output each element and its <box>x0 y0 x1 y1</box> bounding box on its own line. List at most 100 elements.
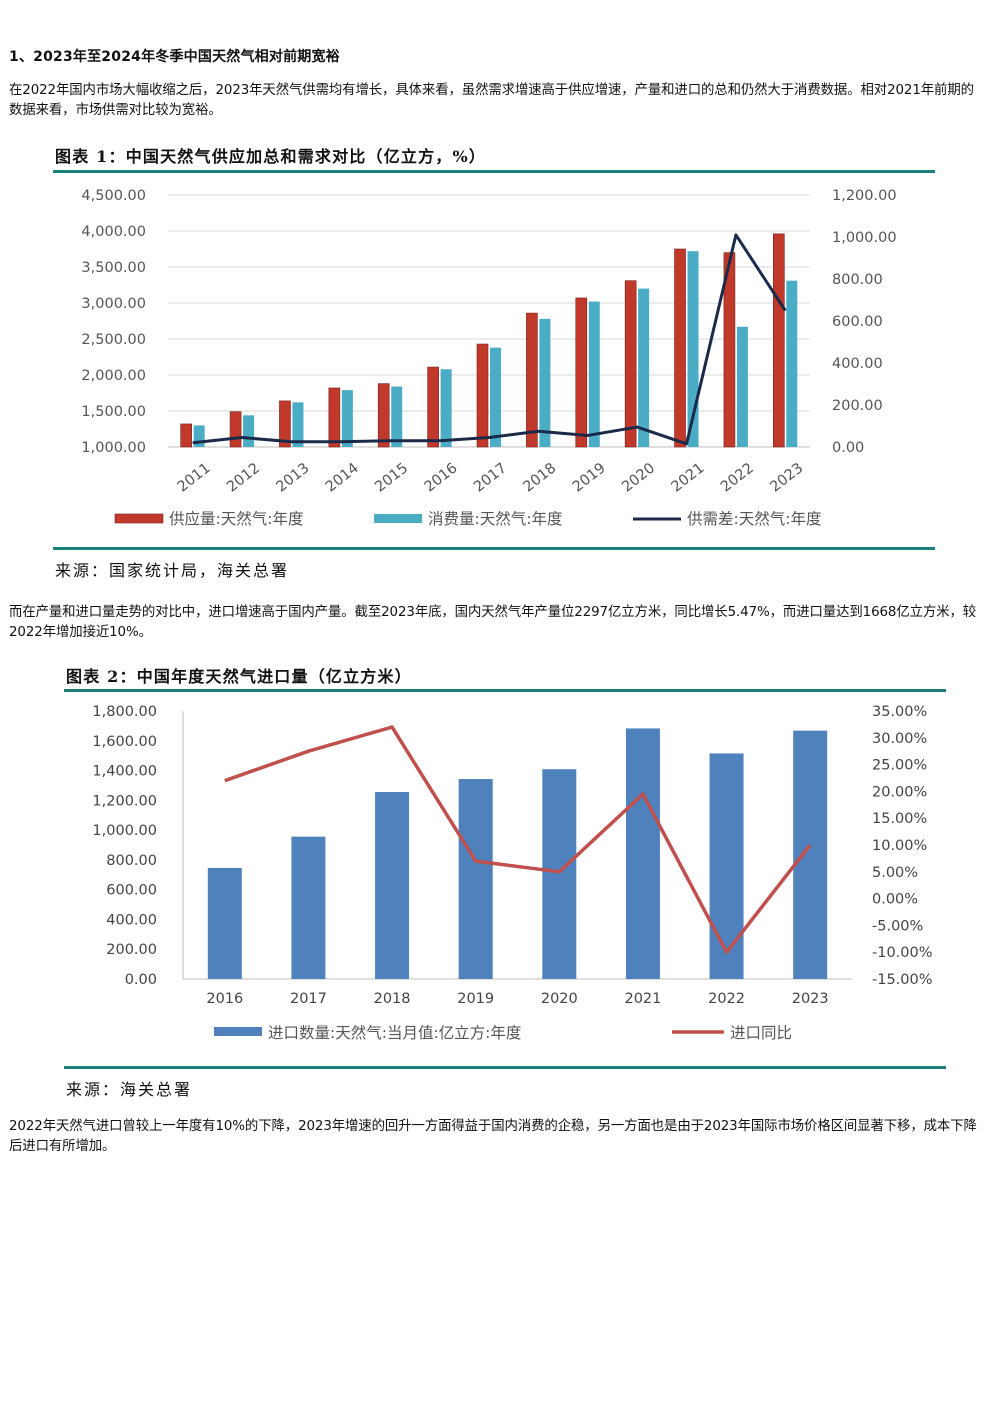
paragraph-supply-demand: 在2022年国内市场大幅收缩之后，2023年天然气供需均有增长，具体来看，虽然需… <box>9 83 974 118</box>
chart1-y2-tick-label: 800.00 <box>832 272 883 288</box>
chart2-bar-imports <box>291 836 326 979</box>
chart1-bar-supply <box>279 400 291 448</box>
chart2-y2-tick-label: 35.00% <box>872 704 927 720</box>
chart2-y-tick-label: 400.00 <box>106 912 157 928</box>
chart2-bar-imports <box>375 791 410 979</box>
chart2-y-tick-label: 600.00 <box>106 883 157 899</box>
chart1-bar-consumption <box>243 415 255 447</box>
chart1-line-gap <box>192 233 787 446</box>
chart1-bar-consumption <box>341 390 353 447</box>
chart2-bar-imports <box>625 728 660 979</box>
chart2-y-tick-label: 1,400.00 <box>92 764 157 780</box>
paragraph-imports: 而在产量和进口量走势的对比中，进口增速高于国内产量。截至2023年底，国内天然气… <box>9 605 977 640</box>
chart2-y-tick-label: 800.00 <box>106 853 157 869</box>
figure1-title: 图表 1：中国天然气供应加总和需求对比（亿立方，%） <box>55 147 487 166</box>
figure1-source: 来源：国家统计局，海关总署 <box>55 561 290 580</box>
chart2-imports: 0.00 200.00 400.00 600.00 800.00 1,000.00 1,20… <box>92 704 933 1042</box>
chart1-bar-consumption <box>786 280 798 447</box>
chart1-y2-tick-label: 400.00 <box>832 356 883 372</box>
chart2-y2-tick-label: 30.00% <box>872 731 927 747</box>
chart1-y2-tick-label: 600.00 <box>832 314 883 330</box>
chart2-y-tick-label: 0.00 <box>125 972 157 988</box>
chart2-y-tick-label: 200.00 <box>106 942 157 958</box>
chart1-y-tick-label: 2,500.00 <box>81 332 146 348</box>
chart1-bar-supply <box>723 252 736 448</box>
figure1-bottom-rule <box>53 547 935 550</box>
chart2-bar-imports <box>793 730 828 979</box>
chart1-x-tick-label: 2019 <box>570 460 609 495</box>
chart2-y2-tick-label: 10.00% <box>872 838 927 854</box>
chart1-x-tick-label: 2018 <box>520 460 559 495</box>
chart1-bar-supply <box>427 366 439 448</box>
chart2-x-tick-label: 2018 <box>374 991 411 1007</box>
chart1-x-tick-label: 2022 <box>718 460 757 495</box>
chart1-legend-label-gap: 供需差:天然气:年度 <box>687 510 821 528</box>
chart2-y2-tick-label: 15.00% <box>872 811 927 827</box>
chart1-x-tick-label: 2015 <box>372 460 411 495</box>
chart2-x-tick-label: 2023 <box>792 991 829 1007</box>
chart1-x-tick-label: 2021 <box>669 460 708 495</box>
chart1-bar-consumption <box>292 402 304 447</box>
chart2-x-tick-label: 2020 <box>541 991 578 1007</box>
chart1-y-tick-label: 3,000.00 <box>81 296 146 312</box>
chart1-legend-label-consumption: 消费量:天然气:年度 <box>428 510 562 528</box>
chart2-y-tick-label: 1,200.00 <box>92 793 157 809</box>
chart1-x-tick-label: 2020 <box>619 460 658 495</box>
chart1-bar-supply <box>773 233 785 448</box>
chart1-bar-consumption <box>391 386 403 447</box>
chart1-y-tick-label: 2,000.00 <box>81 368 146 384</box>
chart1-bar-consumption <box>440 369 452 447</box>
chart1-bar-supply <box>180 423 192 448</box>
chart1-bar-consumption <box>193 425 205 447</box>
figure2-top-rule <box>64 689 946 692</box>
chart1-bar-supply <box>377 383 390 448</box>
chart2-y2-tick-label: -15.00% <box>872 972 933 988</box>
figure2-source: 来源：海关总署 <box>66 1080 193 1099</box>
chart1-bar-supply <box>674 248 686 448</box>
chart1-bar-supply <box>624 280 637 448</box>
chart1-bar-consumption <box>687 251 699 447</box>
chart1-legend-label-supply: 供应量:天然气:年度 <box>169 509 303 528</box>
chart2-bar-imports <box>458 779 493 979</box>
chart2-y2-tick-label: 5.00% <box>872 865 918 881</box>
chart2-y-tick-label: 1,800.00 <box>92 704 157 720</box>
chart2-x-tick-label: 2022 <box>708 991 745 1007</box>
chart2-bar-imports <box>709 753 744 979</box>
chart1-x-tick-label: 2011 <box>175 460 214 495</box>
chart1-x-tick-label: 2013 <box>274 460 313 495</box>
section-heading: 1、2023年至2024年冬季中国天然气相对前期宽裕 <box>9 49 340 65</box>
chart1-y-tick-label: 3,500.00 <box>81 260 146 276</box>
chart1-legend-swatch-consumption <box>374 514 422 523</box>
figure1-top-rule <box>53 170 935 173</box>
chart1-y2-tick-label: 0.00 <box>832 440 864 456</box>
chart1-y2-tick-label: 1,200.00 <box>832 188 897 204</box>
chart1-y2-tick-label: 1,000.00 <box>832 230 897 246</box>
chart1-y-tick-label: 1,000.00 <box>81 440 146 456</box>
chart2-y2-tick-label: 20.00% <box>872 784 927 800</box>
paragraph-import-outlook: 2022年天然气进口曾较上一年度有10%的下降，2023年增速的回升一方面得益于… <box>9 1119 977 1154</box>
chart2-x-tick-label: 2021 <box>624 991 661 1007</box>
chart1-y-tick-label: 4,500.00 <box>81 188 146 204</box>
chart1-x-tick-label: 2016 <box>422 460 461 495</box>
chart1-y-tick-label: 4,000.00 <box>81 224 146 240</box>
chart1-bar-consumption <box>539 318 551 447</box>
chart2-legend-label-yoy: 进口同比 <box>730 1024 792 1042</box>
chart1-x-tick-label: 2017 <box>471 460 510 495</box>
chart2-x-tick-label: 2017 <box>290 991 327 1007</box>
chart2-bar-imports <box>207 867 242 979</box>
chart1-x-tick-label: 2023 <box>767 460 806 495</box>
chart2-y-tick-label: 1,600.00 <box>92 734 157 750</box>
chart1-bar-supply <box>328 387 341 448</box>
chart1-legend-swatch-supply <box>114 513 164 524</box>
chart1-bar-consumption <box>490 347 501 447</box>
chart1-bar-supply <box>229 411 242 448</box>
chart2-bar-imports <box>542 769 577 979</box>
chart2-legend-label-imports: 进口数量:天然气:当月值:亿立方:年度 <box>268 1024 521 1042</box>
chart2-y-tick-label: 1,000.00 <box>92 823 157 839</box>
chart2-y2-tick-label: -5.00% <box>872 918 923 934</box>
chart2-line-yoy <box>224 725 812 954</box>
chart2-x-tick-label: 2016 <box>206 991 243 1007</box>
chart2-legend-swatch-imports <box>214 1027 262 1036</box>
chart1-bar-supply <box>476 343 489 448</box>
chart1-y-tick-label: 1,500.00 <box>81 404 146 420</box>
